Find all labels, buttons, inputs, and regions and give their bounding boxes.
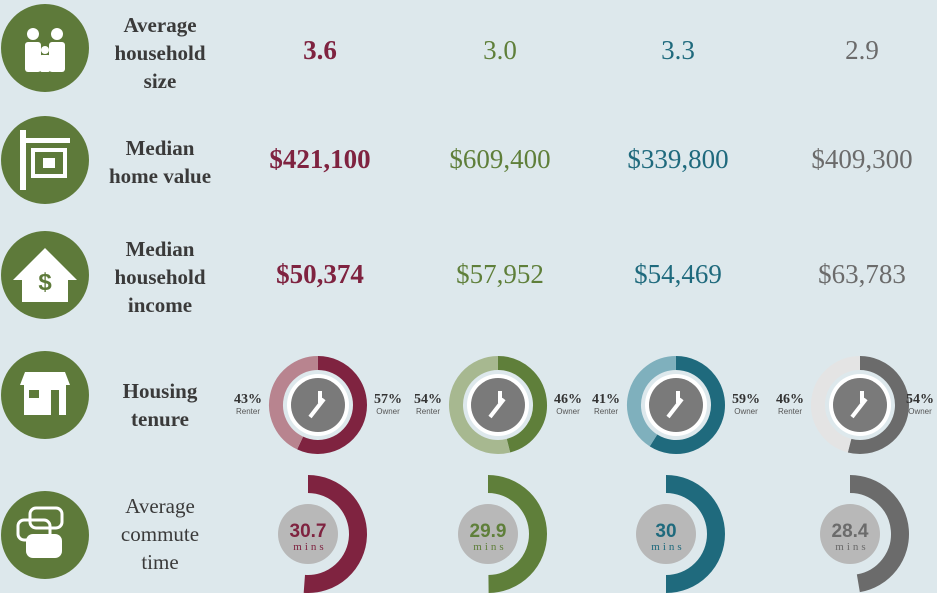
- owner-arc: [297, 356, 367, 454]
- owner-word: Owner: [556, 407, 580, 416]
- commute-unit: mins: [473, 541, 506, 553]
- commute-value: 28.4: [832, 521, 869, 542]
- commute-badge: [278, 504, 338, 564]
- renter-word: Renter: [778, 407, 802, 416]
- renter-arc: [627, 356, 677, 447]
- row-value: 2.9: [845, 35, 879, 65]
- key-icon: [308, 391, 326, 419]
- row-value: $63,783: [818, 259, 906, 289]
- owner-arc: [497, 356, 547, 453]
- commute-unit: mins: [293, 541, 326, 553]
- row-value: $339,800: [627, 144, 728, 174]
- commute-arc: [487, 475, 547, 593]
- owner-pct: 54%: [906, 392, 934, 407]
- row-value: 3.0: [483, 35, 517, 65]
- key-icon: [666, 391, 684, 419]
- renter-word: Renter: [416, 407, 440, 416]
- owner-word: Owner: [734, 407, 758, 416]
- owner-pct: 59%: [732, 392, 760, 407]
- key-icon: [850, 391, 868, 419]
- icon-income: $: [1, 231, 89, 319]
- commute-unit: mins: [835, 541, 868, 553]
- icon-house-sale: [1, 116, 89, 204]
- row-value: $57,952: [456, 259, 544, 289]
- owner-word: Owner: [376, 407, 400, 416]
- commute-value: 30.7: [290, 521, 327, 542]
- owner-arc: [649, 356, 725, 454]
- owner-pct: 46%: [554, 392, 582, 407]
- commute-arc: [665, 475, 725, 593]
- icon-family: [1, 4, 89, 92]
- row-label: Median home value: [109, 136, 211, 188]
- icon-cars: [1, 491, 89, 579]
- row-label: Average commute time: [121, 494, 199, 574]
- owner-pct: 57%: [374, 392, 402, 407]
- commute-arc: [849, 475, 909, 593]
- row-value: $50,374: [276, 259, 364, 289]
- commute-badge: [820, 504, 880, 564]
- renter-arc: [269, 356, 319, 450]
- row-value: 3.6: [303, 35, 337, 65]
- row-value: $421,100: [269, 144, 370, 174]
- icon-building: [1, 351, 89, 439]
- row-value: $54,469: [634, 259, 722, 289]
- row-label: Median household income: [114, 237, 205, 317]
- row-value: 3.3: [661, 35, 695, 65]
- renter-arc: [811, 356, 861, 453]
- renter-arc: [449, 356, 511, 454]
- renter-pct: 41%: [592, 392, 620, 407]
- svg-text:$: $: [38, 269, 52, 296]
- row-label: Average household size: [114, 13, 205, 93]
- commute-value: 29.9: [470, 521, 507, 542]
- commute-arc: [303, 475, 367, 593]
- row-label: Housing tenure: [123, 379, 198, 431]
- row-value: $409,300: [811, 144, 912, 174]
- renter-pct: 46%: [776, 392, 804, 407]
- renter-pct: 43%: [234, 392, 262, 407]
- renter-pct: 54%: [414, 392, 442, 407]
- row-value: $609,400: [449, 144, 550, 174]
- renter-word: Renter: [594, 407, 618, 416]
- owner-arc: [847, 356, 909, 454]
- renter-word: Renter: [236, 407, 260, 416]
- commute-value: 30: [655, 521, 676, 542]
- commute-badge: [458, 504, 518, 564]
- key-icon: [488, 391, 506, 419]
- owner-word: Owner: [908, 407, 932, 416]
- commute-badge: [636, 504, 696, 564]
- commute-unit: mins: [651, 541, 684, 553]
